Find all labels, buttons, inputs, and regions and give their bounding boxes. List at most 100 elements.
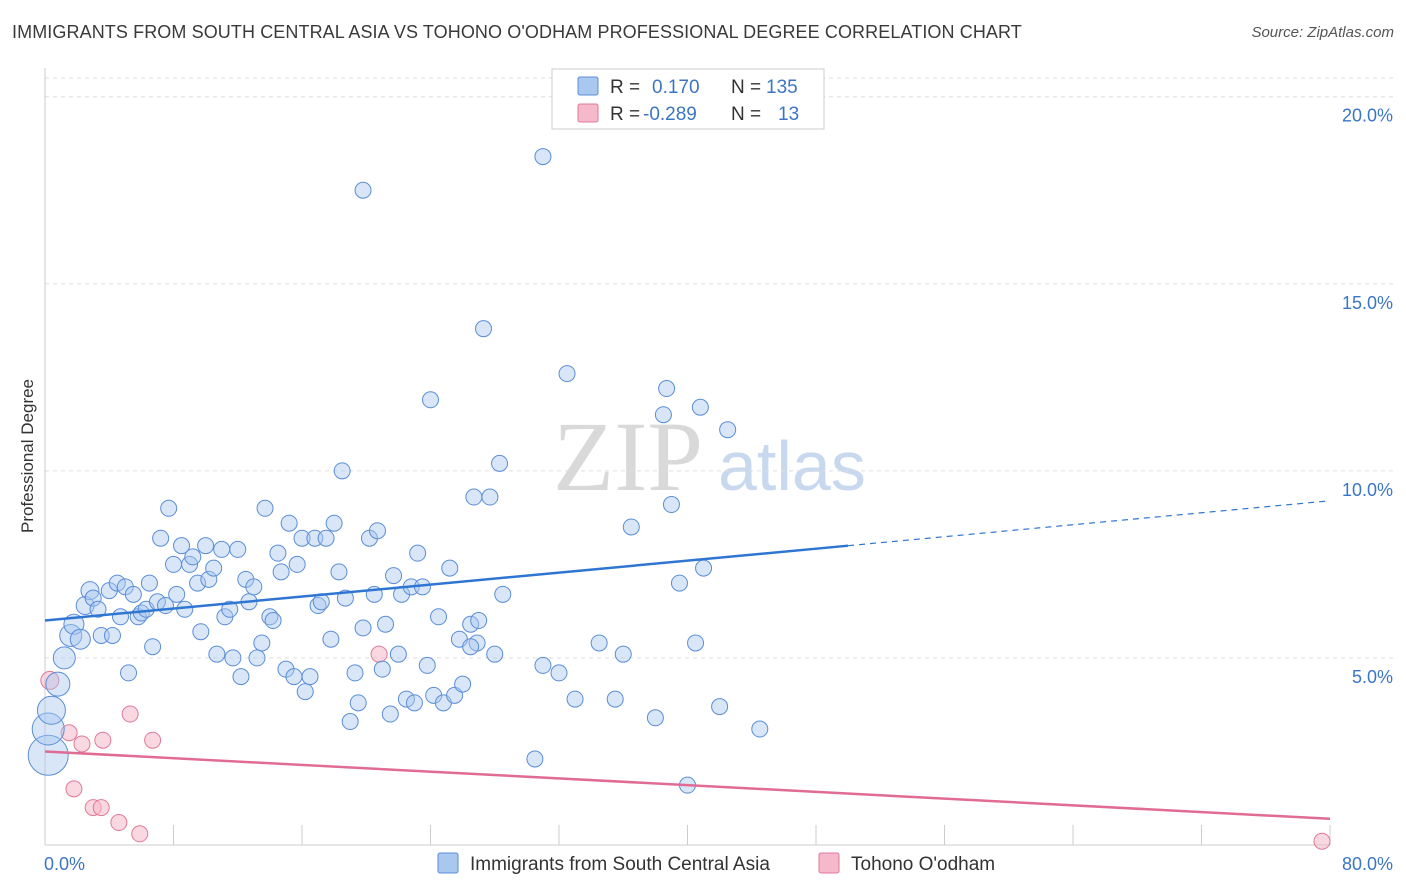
immigrants-point bbox=[293, 529, 311, 547]
immigrants-point bbox=[558, 365, 576, 383]
gridlines bbox=[45, 77, 1395, 659]
immigrants-point bbox=[200, 570, 218, 588]
immigrants-point bbox=[691, 398, 709, 416]
immigrants-point bbox=[168, 585, 186, 603]
immigrants-point bbox=[288, 555, 306, 573]
immigrants-point bbox=[381, 705, 399, 723]
immigrants-point bbox=[256, 499, 274, 517]
immigrants-point bbox=[264, 612, 282, 630]
immigrants-point bbox=[646, 709, 664, 727]
immigrants-point bbox=[687, 634, 705, 652]
immigrants-point bbox=[285, 668, 303, 686]
x-tick-label: 0.0% bbox=[44, 854, 85, 874]
immigrants-point bbox=[160, 499, 178, 517]
immigrants-point bbox=[654, 406, 672, 424]
immigrants-point bbox=[430, 608, 448, 626]
immigrants-point bbox=[534, 656, 552, 674]
immigrants-point bbox=[670, 574, 688, 592]
immigrants-point bbox=[662, 496, 680, 514]
immigrants-point bbox=[534, 148, 552, 166]
tohono-point bbox=[110, 814, 128, 832]
tohono-point bbox=[92, 799, 110, 817]
watermark-atlas: atlas bbox=[718, 427, 866, 505]
immigrants-point bbox=[325, 514, 343, 532]
immigrants-point bbox=[354, 619, 372, 637]
y-tick-label: 15.0% bbox=[1342, 293, 1393, 313]
legend-r-value-1: 0.170 bbox=[652, 77, 700, 98]
immigrants-point bbox=[719, 421, 737, 439]
legend-blue-swatch bbox=[577, 76, 599, 96]
immigrants-point bbox=[301, 668, 319, 686]
y-tick-label: 5.0% bbox=[1352, 667, 1393, 687]
legend-pink-swatch bbox=[577, 103, 599, 123]
source-label: Source: ZipAtlas.com bbox=[1251, 24, 1394, 41]
immigrants-point bbox=[103, 626, 121, 644]
immigrants-point bbox=[89, 600, 107, 618]
immigrants-point bbox=[368, 522, 386, 540]
bottom-legend-blue-label: Immigrants from South Central Asia bbox=[470, 854, 770, 875]
immigrants-point bbox=[253, 634, 271, 652]
immigrants-point bbox=[224, 649, 242, 667]
immigrants-point bbox=[491, 454, 509, 472]
legend-n-value-1: 135 bbox=[766, 77, 798, 98]
immigrants-point bbox=[614, 645, 632, 663]
immigrants-point bbox=[349, 694, 367, 712]
legend-r-label-1: R = bbox=[610, 77, 640, 98]
immigrants-point bbox=[213, 540, 231, 558]
immigrants-point bbox=[232, 668, 250, 686]
immigrants-point bbox=[221, 600, 239, 618]
immigrants-point bbox=[173, 537, 191, 555]
immigrants-point bbox=[248, 649, 266, 667]
y-tick-label: 10.0% bbox=[1342, 480, 1393, 500]
immigrants-point bbox=[269, 544, 287, 562]
immigrants-point bbox=[486, 645, 504, 663]
immigrants-point bbox=[465, 488, 483, 506]
immigrants-point bbox=[462, 638, 480, 656]
immigrants-point bbox=[590, 634, 608, 652]
immigrants-point bbox=[333, 462, 351, 480]
immigrants-point bbox=[280, 514, 298, 532]
tohono-point bbox=[370, 645, 388, 663]
immigrants-point bbox=[69, 628, 91, 650]
immigrants-point bbox=[124, 585, 142, 603]
immigrants-point bbox=[397, 690, 415, 708]
immigrants-point bbox=[189, 574, 207, 592]
immigrants-point bbox=[550, 664, 568, 682]
immigrants-point bbox=[140, 574, 158, 592]
tohono-points bbox=[40, 645, 1331, 850]
immigrants-point bbox=[526, 750, 544, 768]
tohono-point bbox=[65, 780, 83, 798]
immigrants-point bbox=[205, 559, 223, 577]
tohono-point bbox=[73, 735, 91, 753]
immigrants-point bbox=[176, 600, 194, 618]
legend-r-value-2: -0.289 bbox=[643, 104, 697, 125]
immigrants-point bbox=[373, 660, 391, 678]
immigrants-point bbox=[192, 623, 210, 641]
immigrants-point bbox=[108, 574, 126, 592]
tohono-point bbox=[1313, 832, 1331, 850]
immigrants-point bbox=[120, 664, 138, 682]
watermark-zip: ZIP bbox=[553, 401, 703, 512]
bottom-legend-pink-label-swatch bbox=[818, 852, 840, 874]
y-tick-label: 20.0% bbox=[1342, 106, 1393, 126]
tohono-point bbox=[40, 670, 60, 690]
immigrants-point bbox=[711, 698, 729, 716]
immigrants-point bbox=[322, 630, 340, 648]
tohono-point bbox=[121, 705, 139, 723]
tohono-point bbox=[131, 825, 149, 843]
tohono-trend-line bbox=[44, 750, 1331, 821]
immigrants-point bbox=[422, 391, 439, 409]
immigrants-point bbox=[409, 544, 427, 562]
chart-title: IMMIGRANTS FROM SOUTH CENTRAL ASIA VS TO… bbox=[12, 22, 1022, 42]
legend-n-label-1: N = bbox=[731, 77, 761, 98]
immigrants-point bbox=[36, 695, 66, 725]
trend-lines bbox=[44, 500, 1331, 821]
immigrants-point bbox=[405, 694, 423, 712]
immigrants-point bbox=[317, 529, 335, 547]
immigrants-point bbox=[165, 555, 182, 573]
immigrants-point bbox=[184, 548, 202, 566]
immigrants-point bbox=[622, 518, 640, 536]
immigrants-point bbox=[751, 720, 769, 738]
immigrants-point bbox=[245, 578, 263, 596]
tohono-point bbox=[94, 731, 112, 749]
